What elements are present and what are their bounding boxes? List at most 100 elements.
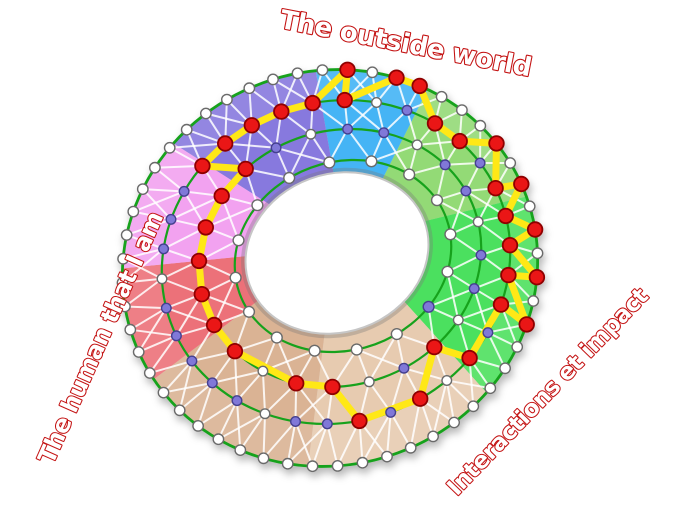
node-r2-9[interactable]	[497, 207, 514, 225]
node-r2-29[interactable]	[165, 213, 177, 225]
node-r4-9[interactable]	[308, 344, 321, 357]
node-r2-27[interactable]	[156, 273, 168, 285]
node-r1-13[interactable]	[523, 200, 536, 213]
node-r1-49[interactable]	[199, 107, 212, 120]
node-r2-20[interactable]	[290, 416, 302, 428]
node-r1-27[interactable]	[356, 456, 369, 469]
node-r2-30[interactable]	[178, 185, 190, 197]
node-r4-11[interactable]	[242, 305, 256, 318]
node-r3-5[interactable]	[460, 185, 472, 197]
node-r4-13[interactable]	[232, 234, 245, 247]
node-r4-2[interactable]	[403, 168, 416, 181]
node-r3-2[interactable]	[378, 127, 390, 139]
node-r3-22[interactable]	[237, 160, 254, 178]
node-r2-31[interactable]	[194, 157, 211, 175]
node-r2-3[interactable]	[371, 96, 383, 108]
node-r1-15[interactable]	[531, 247, 544, 260]
node-r2-11[interactable]	[500, 266, 517, 284]
node-r1-37[interactable]	[143, 367, 156, 379]
node-r2-26[interactable]	[160, 302, 172, 314]
node-r3-15[interactable]	[257, 365, 269, 377]
node-r1-16[interactable]	[528, 269, 546, 286]
node-r1-45[interactable]	[136, 183, 149, 196]
node-r1-33[interactable]	[212, 433, 225, 446]
node-r3-19[interactable]	[190, 252, 208, 270]
node-r2-7[interactable]	[474, 157, 486, 169]
node-r4-15[interactable]	[283, 171, 296, 185]
node-r2-33[interactable]	[243, 117, 261, 134]
node-r1-3[interactable]	[339, 61, 356, 79]
node-r1-38[interactable]	[132, 346, 145, 358]
node-r4-12[interactable]	[229, 271, 242, 284]
node-r1-21[interactable]	[484, 382, 497, 395]
node-r3-13[interactable]	[324, 378, 341, 396]
node-r1-17[interactable]	[527, 295, 540, 307]
node-r1-23[interactable]	[448, 416, 460, 429]
node-r3-10[interactable]	[426, 338, 443, 356]
node-r4-1[interactable]	[365, 155, 378, 168]
node-r1-30[interactable]	[281, 457, 294, 470]
node-r1-22[interactable]	[467, 400, 480, 413]
node-r1-7[interactable]	[435, 90, 448, 103]
node-r1-9[interactable]	[474, 119, 487, 132]
node-r2-14[interactable]	[461, 349, 478, 367]
node-r2-4[interactable]	[401, 104, 413, 116]
node-r3-21[interactable]	[213, 187, 230, 205]
node-r2-23[interactable]	[206, 377, 218, 389]
node-r1-19[interactable]	[511, 340, 524, 353]
node-r4-3[interactable]	[430, 194, 444, 207]
node-r2-10[interactable]	[501, 236, 519, 254]
node-r2-24[interactable]	[186, 355, 198, 367]
node-r1-8[interactable]	[455, 104, 468, 117]
node-r2-15[interactable]	[441, 375, 453, 387]
node-r3-7[interactable]	[475, 249, 487, 261]
node-r3-12[interactable]	[363, 376, 375, 388]
node-r4-0[interactable]	[323, 156, 336, 169]
node-r1-44[interactable]	[127, 205, 140, 218]
node-r1-6[interactable]	[411, 77, 428, 95]
node-r1-29[interactable]	[306, 460, 319, 473]
node-r1-31[interactable]	[257, 452, 270, 465]
node-r2-19[interactable]	[321, 418, 333, 430]
node-r1-36[interactable]	[157, 386, 170, 399]
node-r1-46[interactable]	[148, 161, 161, 174]
node-r2-17[interactable]	[385, 406, 397, 418]
node-r2-12[interactable]	[492, 296, 510, 313]
node-r3-18[interactable]	[193, 286, 211, 303]
node-r4-4[interactable]	[444, 228, 457, 241]
node-r3-20[interactable]	[197, 219, 215, 236]
node-r2-2[interactable]	[336, 91, 353, 109]
node-r4-10[interactable]	[270, 331, 283, 344]
node-r3-3[interactable]	[411, 139, 423, 151]
node-r2-16[interactable]	[412, 390, 429, 407]
node-r2-21[interactable]	[259, 408, 271, 420]
node-r1-43[interactable]	[120, 229, 133, 241]
node-r3-4[interactable]	[439, 159, 451, 171]
node-r3-8[interactable]	[468, 283, 480, 295]
node-r2-32[interactable]	[216, 135, 234, 152]
node-r1-14[interactable]	[526, 221, 544, 238]
node-r1-51[interactable]	[243, 82, 256, 95]
node-r1-47[interactable]	[163, 141, 176, 154]
node-r3-16[interactable]	[226, 343, 244, 360]
node-r1-0[interactable]	[267, 73, 279, 86]
node-r2-18[interactable]	[351, 412, 368, 430]
node-r1-5[interactable]	[388, 69, 405, 86]
node-r2-1[interactable]	[304, 94, 321, 112]
node-r1-28[interactable]	[331, 459, 344, 472]
node-r3-17[interactable]	[205, 316, 223, 334]
node-r1-2[interactable]	[316, 64, 329, 77]
node-r2-22[interactable]	[231, 395, 243, 407]
node-r4-7[interactable]	[390, 328, 403, 341]
node-r1-48[interactable]	[180, 123, 193, 136]
node-r2-8[interactable]	[487, 179, 504, 197]
node-r1-42[interactable]	[117, 252, 130, 265]
node-r2-13[interactable]	[482, 327, 494, 339]
node-r1-39[interactable]	[124, 323, 137, 336]
node-r3-0[interactable]	[305, 128, 317, 140]
node-r2-6[interactable]	[451, 132, 468, 150]
node-r1-24[interactable]	[427, 430, 439, 443]
node-r1-34[interactable]	[192, 419, 205, 432]
node-r1-32[interactable]	[234, 444, 247, 456]
node-r2-25[interactable]	[170, 330, 182, 342]
